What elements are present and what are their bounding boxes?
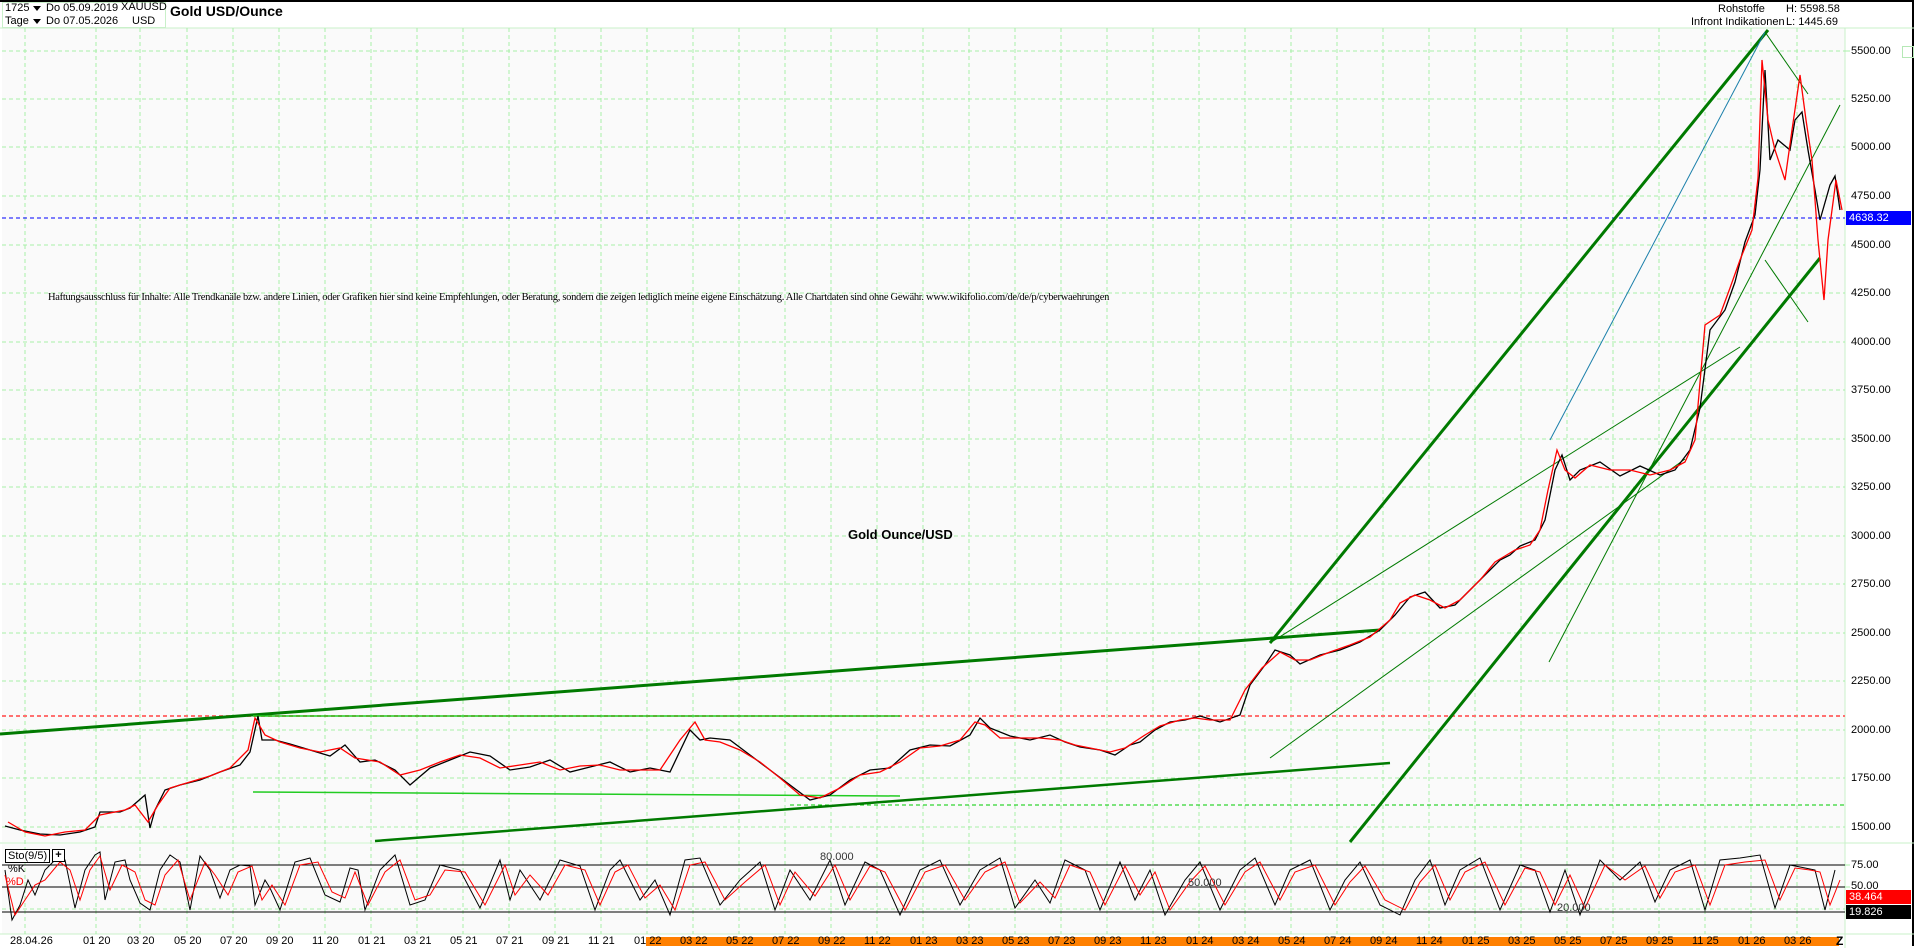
x-tick: 11 21 [588,935,615,947]
y-tick: 4500.00 [1851,239,1891,251]
stochastic-indicator-label[interactable]: Sto(9/5) [5,849,51,863]
x-tick: 05 25 [1554,935,1582,947]
x-tick: 03 24 [1232,935,1260,947]
d-value-tag: 19.826 [1846,905,1911,919]
bars-select-value: 1725 [5,2,30,14]
x-tick: 03 21 [404,935,432,947]
disclaimer-text: Haftungsausschluss für Inhalte: Alle Tre… [48,292,1110,303]
chart-title: Gold USD/Ounce [170,3,283,19]
high-label: H: 5598.58 [1786,3,1840,15]
chevron-down-icon [33,5,42,11]
x-tick: 05 22 [726,935,754,947]
level-50-label: 50.000 [1188,877,1222,889]
y-tick: 3250.00 [1851,481,1891,493]
x-tick: 09 21 [542,935,570,947]
price-series [4,59,1843,837]
x-tick: 05 24 [1278,935,1306,947]
grid [2,28,1845,934]
period-select[interactable]: Tage [5,15,41,27]
y-tick: 2750.00 [1851,578,1891,590]
date-from[interactable]: Do 05.09.2019 [46,2,119,14]
y-tick: 5250.00 [1851,93,1891,105]
trendlines [0,29,1841,843]
x-tick: 11 22 [864,935,891,947]
x-tick: 01 21 [358,935,386,947]
y-tick: 4750.00 [1851,190,1891,202]
y-tick: 1750.00 [1851,772,1891,784]
collapse-icon[interactable] [1902,46,1914,58]
last-price-tag: 4638.32 [1846,211,1911,225]
add-indicator-button[interactable]: + [52,849,65,862]
x-tick: 05 23 [1002,935,1030,947]
x-tick: 09 23 [1094,935,1122,947]
category-label: Rohstoffe [1718,3,1765,15]
chevron-down-icon [32,18,41,24]
x-tick: 09 25 [1646,935,1674,947]
stochastic-panel [2,851,1845,922]
low-label: L: 1445.69 [1786,16,1838,28]
date-to[interactable]: Do 07.05.2026 [46,15,119,27]
x-tick: 03 23 [956,935,984,947]
sto-y-tick: 50.00 [1851,880,1879,892]
x-tick: 07 20 [220,935,248,947]
y-tick: 3500.00 [1851,433,1891,445]
x-tick: 09 24 [1370,935,1398,947]
x-tick: 07 25 [1600,935,1628,947]
x-tick: 11 20 [312,935,339,947]
y-tick: 4250.00 [1851,287,1891,299]
x-tick: 05 21 [450,935,478,947]
x-tick: 03 22 [680,935,708,947]
x-tick: 01 23 [910,935,938,947]
y-tick: 2250.00 [1851,675,1891,687]
period-select-value: Tage [5,15,29,27]
y-tick: 5500.00 [1851,45,1891,57]
level-20-label: 20.000 [1557,902,1591,914]
x-tick: 01 24 [1186,935,1214,947]
x-tick: 11 23 [1140,935,1167,947]
chart-center-label: Gold Ounce/USD [848,527,953,542]
x-tick: 03 20 [127,935,155,947]
d-legend: %D [6,876,24,888]
x-tick: 09 20 [266,935,294,947]
x-tick: 01 26 [1738,935,1766,947]
x-tick: 07 24 [1324,935,1352,947]
x-tick: 07 23 [1048,935,1076,947]
x-tick: 07 21 [496,935,524,947]
x-tick: 03 26 [1784,935,1812,947]
bars-select[interactable]: 1725 [5,2,42,14]
x-tick: 28.04.26 [10,935,53,947]
x-tick: 09 22 [818,935,846,947]
y-tick: 3000.00 [1851,530,1891,542]
currency-label: USD [132,15,156,27]
zoom-button[interactable]: Z [1836,934,1844,948]
y-tick: 4000.00 [1851,336,1891,348]
source-label: Infront Indikationen [1691,16,1785,28]
x-tick: 11 25 [1692,935,1719,947]
y-tick: 2000.00 [1851,724,1891,736]
y-tick: 3750.00 [1851,384,1891,396]
y-tick: 1500.00 [1851,821,1891,833]
date-range-highlight [646,937,1839,946]
x-tick: 01 22 [634,935,662,947]
symbol-label: XAUUSD [121,1,167,13]
x-tick: 05 20 [174,935,202,947]
x-tick: 03 25 [1508,935,1536,947]
x-tick: 11 24 [1416,935,1443,947]
y-tick: 5000.00 [1851,141,1891,153]
y-tick: 2500.00 [1851,627,1891,639]
k-value-tag: 38.464 [1846,890,1911,904]
x-tick: 07 22 [772,935,800,947]
x-tick: 01 20 [83,935,111,947]
k-legend: %K [8,863,26,875]
sto-y-tick: 75.00 [1851,859,1879,871]
x-tick: 01 25 [1462,935,1490,947]
level-80-label: 80.000 [820,851,854,863]
